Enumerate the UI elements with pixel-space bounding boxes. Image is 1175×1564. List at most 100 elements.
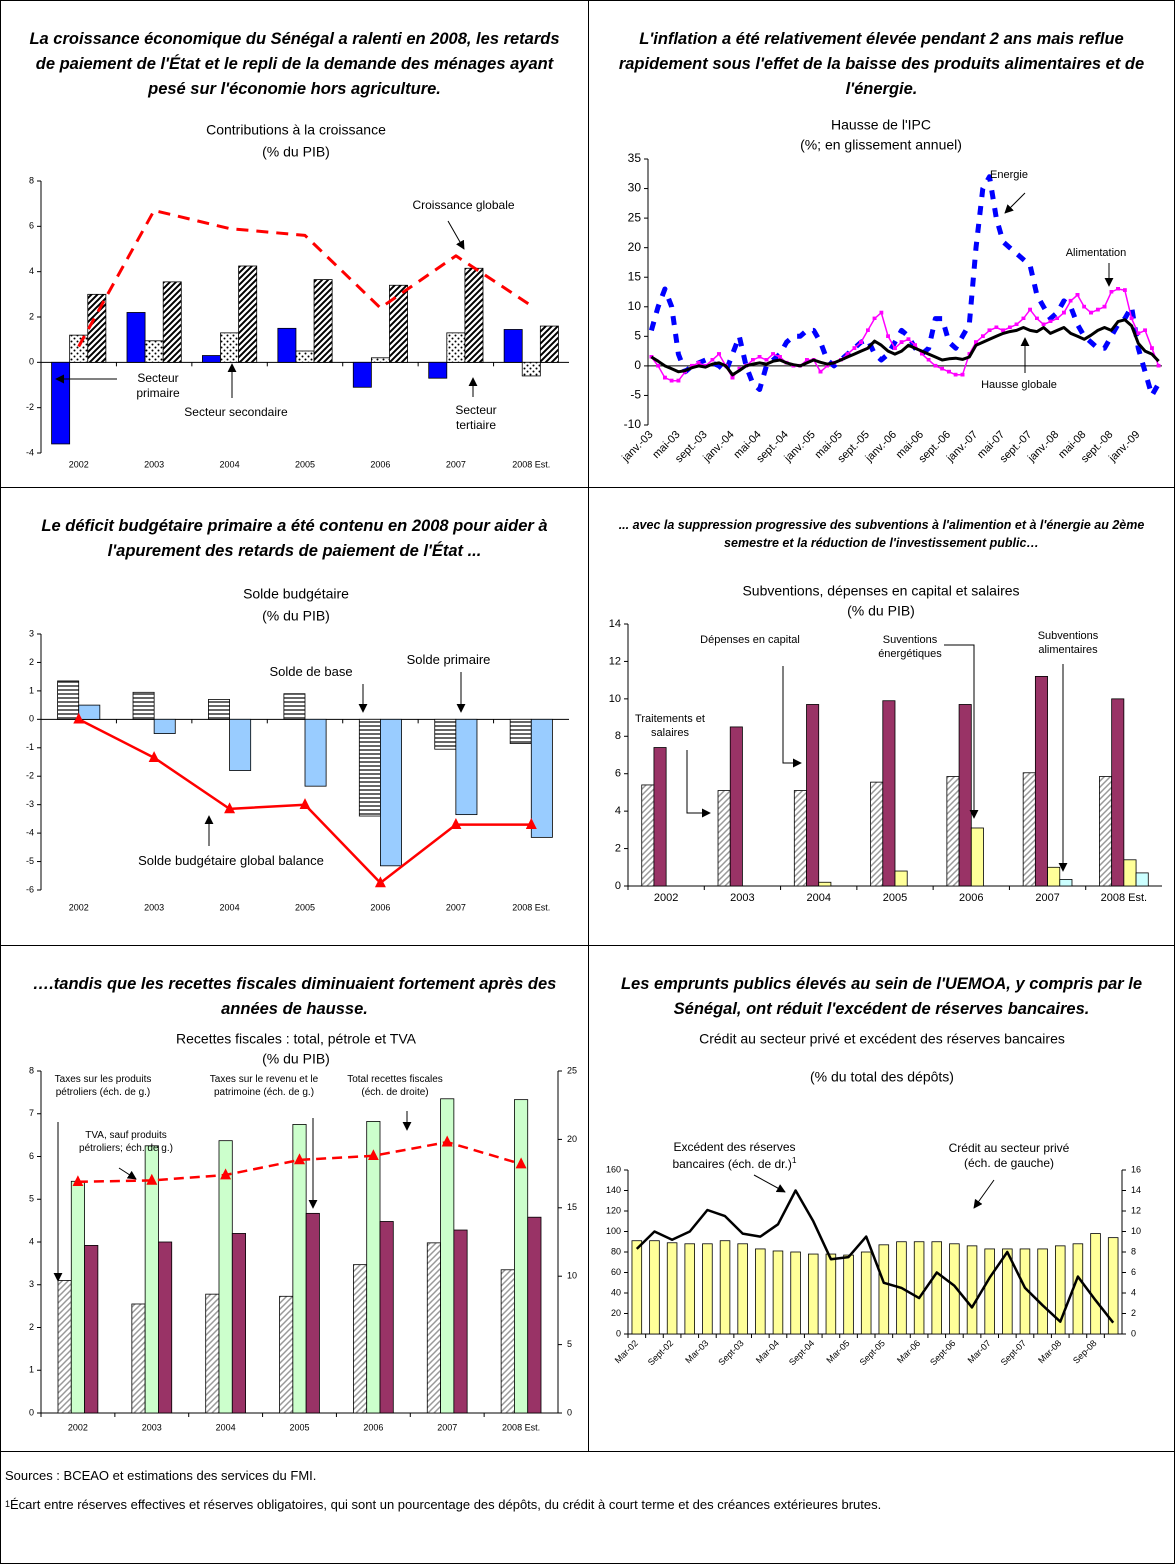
x-tick-label: 2008 Est. [512, 459, 550, 469]
bar [825, 1253, 837, 1335]
y-tick-label: -6 [26, 884, 34, 894]
bar [428, 361, 448, 379]
x-tick-label: 2008 Est. [1101, 892, 1147, 904]
bar [894, 870, 908, 887]
x-tick-label: 2006 [959, 892, 983, 904]
x-tick-label: 2006 [370, 459, 390, 469]
series-label: Excédent des réserves bancaires (éch. de… [657, 1140, 812, 1172]
bar [70, 1180, 85, 1414]
bar [1034, 675, 1048, 887]
panel: Contributions à la croissance (% du PIB) -… [0, 0, 589, 488]
bar [205, 1293, 220, 1414]
chart: Subventions, dépenses en capital et sala… [609, 583, 1162, 904]
bar [913, 1241, 925, 1335]
chart-title: Recettes fiscales : total, pétrole et TV… [176, 1031, 417, 1047]
bar [313, 279, 333, 363]
series-label: Traitements et salaires [625, 713, 715, 741]
bar [870, 781, 884, 887]
y-tick-label: -5 [26, 856, 34, 866]
series-label: Total recettes fiscales (éch. de droite) [339, 1074, 451, 1099]
y2-tick-label: 16 [1131, 1164, 1141, 1174]
y-tick-label: 40 [611, 1287, 621, 1297]
bar [153, 718, 176, 734]
series-label-text: Taxes sur les produits pétroliers (éch. … [54, 1074, 152, 1098]
bar [366, 1121, 381, 1414]
bar [966, 1245, 978, 1335]
series-label-text: Croissance globale [412, 198, 515, 212]
x-tick-label: Sept-03 [716, 1338, 745, 1367]
bar [1059, 879, 1073, 887]
bar [379, 1221, 394, 1414]
bar [503, 329, 523, 363]
note-marker: 1 [791, 1155, 797, 1165]
y-tick-label: 80 [611, 1246, 621, 1256]
bar [78, 704, 101, 720]
y2-tick-label: 6 [1131, 1267, 1136, 1277]
y-tick-label: 6 [615, 768, 621, 780]
series-label: TVA, sauf produits pétroliers; éch. de g… [67, 1130, 185, 1155]
y-tick-label: 20 [611, 1308, 621, 1318]
y-tick-label: 4 [29, 266, 34, 276]
line [648, 174, 1161, 398]
y-tick-label: -3 [26, 799, 34, 809]
bar [500, 1269, 515, 1414]
bar [162, 281, 182, 363]
bar [729, 726, 743, 887]
x-tick-label: 2002 [68, 1422, 88, 1432]
series-label-text: Dépenses en capital [700, 634, 800, 646]
arrow [753, 1174, 786, 1193]
bar [131, 1303, 146, 1414]
bar [521, 361, 541, 377]
x-tick-label: Mar-05 [824, 1338, 851, 1365]
chart-subtitle: (% du PIB) [262, 608, 330, 624]
footnote-text: Écart entre réserves effectives et réser… [10, 1497, 882, 1512]
bar [755, 1248, 766, 1335]
series-label: Subventions alimentaires [1008, 630, 1128, 658]
series-label-text: Taxes sur le revenu et le patrimoine (éc… [209, 1074, 319, 1098]
series-label: Suventions énergétiques [855, 634, 965, 662]
y-tick-label: 2 [29, 657, 34, 667]
y2-tick-label: 2 [1131, 1308, 1136, 1318]
y2-tick-label: 4 [1131, 1287, 1136, 1297]
y-tick-label: -4 [26, 827, 34, 837]
bar [389, 284, 408, 363]
y-tick-label: 8 [29, 1065, 34, 1075]
bar [279, 1295, 294, 1414]
x-tick-label: 2007 [446, 902, 466, 912]
bar [277, 327, 297, 363]
series-label: Dépenses en capital [695, 634, 805, 648]
x-tick-label: 2003 [730, 892, 754, 904]
bar [641, 784, 655, 887]
y-tick-label: -2 [26, 402, 34, 412]
chart-subtitle: (% du PIB) [262, 1051, 330, 1067]
y-tick-label: 8 [615, 730, 621, 742]
x-tick-label: 2004 [220, 459, 240, 469]
y-tick-label: 30 [628, 181, 642, 195]
chart: Solde budgétaire (% du PIB) -6 -5 -4 -3 -2 -1 0 1… [26, 586, 569, 912]
bar [530, 718, 553, 838]
y2-tick-label: 20 [567, 1134, 577, 1144]
bar [539, 325, 559, 363]
arrow [782, 666, 802, 768]
series-label-text: Solde primaire [406, 652, 491, 667]
x-tick-label: 2003 [144, 459, 164, 469]
x-tick-label: janv.-03 [619, 429, 655, 465]
bar [57, 680, 80, 720]
chart-subtitle: (% du total des dépôts) [810, 1069, 954, 1085]
chart-title: Subventions, dépenses en capital et sala… [742, 583, 1019, 599]
y-tick-label: 1 [29, 1365, 34, 1375]
bar [305, 1212, 320, 1414]
x-tick-label: 2008 Est. [502, 1422, 540, 1432]
line [650, 318, 1160, 377]
bar [464, 267, 484, 363]
y-tick-label: 0 [29, 357, 34, 367]
bar [970, 827, 984, 887]
arrow [686, 750, 711, 818]
bar [737, 1243, 748, 1335]
chart-subtitle: (% du PIB) [262, 144, 330, 160]
headline: ... avec la suppression progressive des … [618, 518, 1145, 550]
series-label-text: Subventions alimentaires [1037, 630, 1099, 656]
bar [231, 1233, 246, 1414]
y-tick-label: 8 [29, 175, 34, 185]
